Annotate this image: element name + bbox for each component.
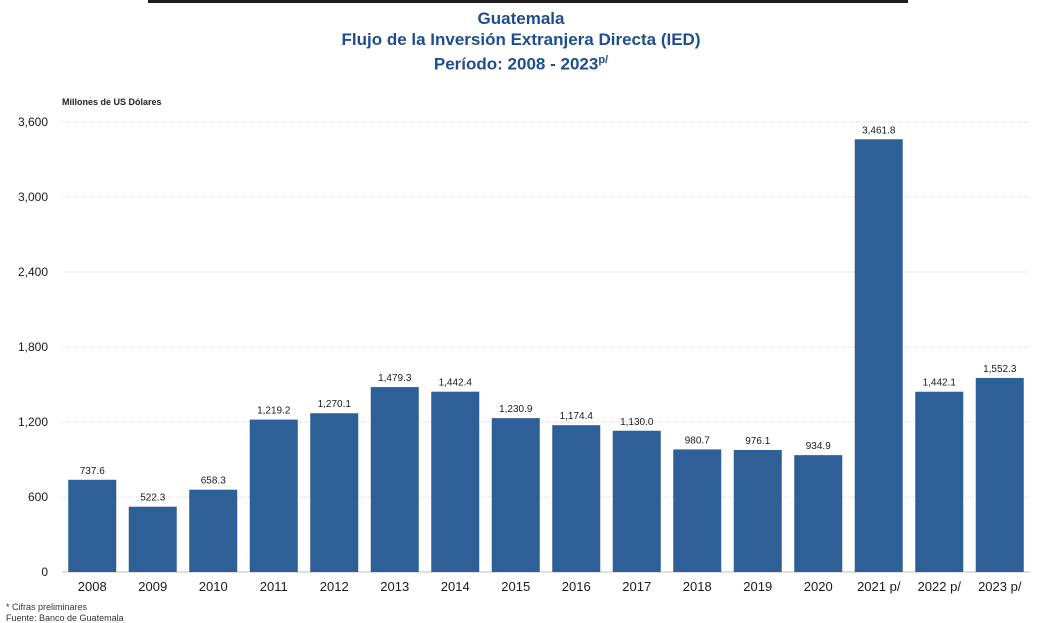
- bar: [431, 391, 480, 572]
- title-period-sup: p/: [598, 54, 609, 66]
- bar-value-label: 737.6: [80, 466, 105, 477]
- bar: [673, 449, 722, 572]
- bar-value-label: 1,230.9: [499, 404, 533, 415]
- x-tick-label: 2012: [320, 579, 349, 594]
- bar: [975, 377, 1024, 572]
- bar-value-label: 1,174.4: [560, 411, 594, 422]
- bar-value-label: 1,270.1: [318, 399, 352, 410]
- bar: [491, 418, 540, 572]
- x-tick-label: 2010: [199, 579, 228, 594]
- x-tick-label: 2015: [501, 579, 530, 594]
- x-tick-label: 2016: [562, 579, 591, 594]
- bar: [612, 430, 661, 572]
- chart-title: Guatemala Flujo de la Inversión Extranje…: [0, 8, 1042, 75]
- x-tick-label: 2019: [743, 579, 772, 594]
- bar-value-label: 658.3: [201, 476, 226, 487]
- bar: [68, 479, 117, 572]
- x-tick-label: 2023 p/: [978, 579, 1022, 594]
- bar: [189, 489, 238, 572]
- bar: [370, 387, 419, 572]
- x-tick-label: 2021 p/: [857, 579, 901, 594]
- y-axis-unit-label: Millones de US Dólares: [62, 97, 162, 107]
- bar-value-label: 980.7: [685, 435, 710, 446]
- title-period: Período: 2008 - 2023p/: [0, 50, 1042, 75]
- bar-value-label: 1,130.0: [620, 417, 654, 428]
- bar: [310, 413, 359, 572]
- y-tick-label: 1,800: [18, 340, 48, 354]
- y-tick-label: 2,400: [18, 265, 48, 279]
- y-tick-label: 0: [41, 565, 48, 579]
- bar-value-label: 3,461.8: [862, 125, 896, 136]
- y-tick-label: 600: [28, 490, 48, 504]
- footnote-source: Fuente: Banco de Guatemala: [6, 613, 124, 623]
- y-tick-label: 3,000: [18, 190, 48, 204]
- bar-value-label: 1,479.3: [378, 373, 412, 384]
- x-tick-label: 2011: [260, 579, 288, 594]
- bar: [249, 419, 298, 572]
- bar: [915, 391, 964, 572]
- title-period-text: Período: 2008 - 2023: [433, 54, 599, 74]
- bar: [854, 139, 903, 572]
- footnote-preliminary: * Cifras preliminares: [6, 602, 88, 612]
- bar: [128, 506, 177, 572]
- title-country: Guatemala: [477, 9, 565, 28]
- x-tick-label: 2013: [380, 579, 409, 594]
- x-tick-label: 2020: [804, 579, 833, 594]
- bar: [794, 455, 843, 572]
- x-tick-label: 2017: [622, 579, 651, 594]
- bar-value-label: 1,219.2: [257, 406, 291, 417]
- bar: [552, 425, 601, 572]
- bar-value-label: 522.3: [140, 493, 165, 504]
- y-tick-label: 3,600: [18, 115, 48, 129]
- bar: [733, 449, 782, 572]
- x-tick-label: 2018: [683, 579, 712, 594]
- x-tick-label: 2009: [138, 579, 167, 594]
- y-tick-label: 1,200: [18, 415, 48, 429]
- bar-value-label: 1,442.4: [439, 378, 473, 389]
- bar-value-label: 1,552.3: [983, 364, 1017, 375]
- x-tick-label: 2008: [78, 579, 107, 594]
- top-rule: [148, 0, 908, 3]
- bar-value-label: 934.9: [806, 441, 831, 452]
- title-subject: Flujo de la Inversión Extranjera Directa…: [341, 30, 701, 49]
- x-tick-label: 2014: [441, 579, 470, 594]
- bar-value-label: 1,442.1: [923, 378, 957, 389]
- x-tick-label: 2022 p/: [918, 579, 962, 594]
- bar-value-label: 976.1: [745, 436, 770, 447]
